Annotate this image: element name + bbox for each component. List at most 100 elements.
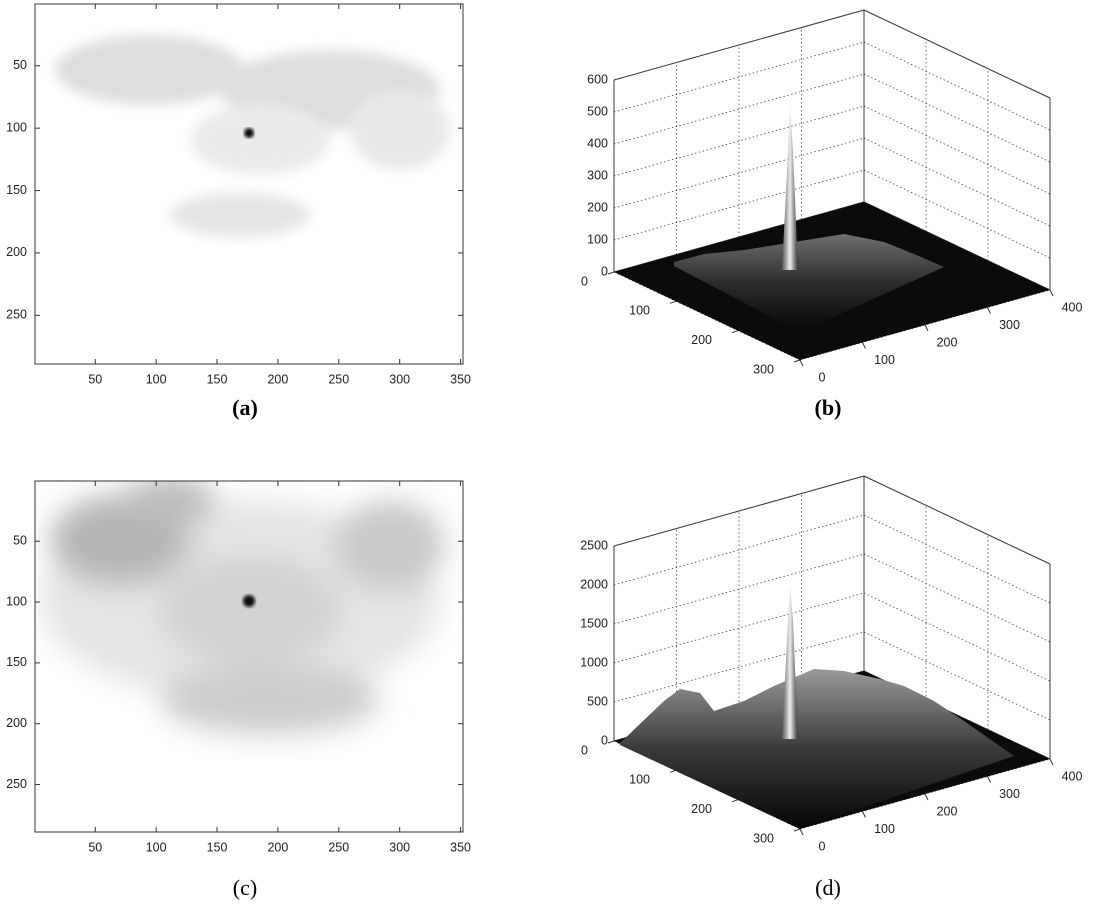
- grid-line: [863, 553, 1051, 643]
- x-tick-label: 200: [691, 333, 712, 347]
- y-tick: [799, 828, 804, 836]
- y-tick-label: 150: [6, 183, 27, 197]
- grid-line: [863, 41, 1051, 131]
- y-tick-label: 100: [874, 353, 895, 367]
- grid-line: [613, 475, 865, 547]
- surface: [674, 234, 944, 332]
- x-tick-label: 350: [450, 840, 471, 854]
- x-tick: [607, 271, 615, 275]
- y-tick: [987, 776, 991, 783]
- grid-line: [613, 73, 865, 145]
- grid-line: [613, 514, 865, 586]
- grid-line: [799, 758, 1051, 830]
- x-tick-label: 150: [207, 372, 228, 386]
- y-tick: [1049, 758, 1054, 766]
- x-tick-label: 300: [389, 840, 410, 854]
- image-content: [40, 481, 445, 735]
- surface: [782, 586, 798, 739]
- z-tick-label: 300: [587, 168, 608, 182]
- surface: [620, 669, 1014, 829]
- grid-line: [613, 9, 865, 81]
- grid-line: [863, 137, 1051, 227]
- x-tick-label: 50: [88, 372, 102, 386]
- caption: (c): [233, 875, 257, 900]
- plot-frame: [34, 3, 464, 365]
- y-tick: [924, 324, 929, 332]
- x-tick-label: 150: [207, 840, 228, 854]
- y-tick-label: 150: [6, 655, 27, 669]
- x-tick-label: 300: [753, 362, 774, 376]
- y-tick: [1049, 289, 1054, 297]
- y-tick: [862, 811, 866, 818]
- z-tick-label: 2000: [580, 577, 608, 591]
- grid-line: [863, 73, 1051, 163]
- x-tick-label: 300: [389, 372, 410, 386]
- x-tick-label: 350: [450, 372, 471, 386]
- grid-line: [613, 592, 865, 664]
- z-tick-label: 100: [587, 232, 608, 246]
- z-tick-label: 400: [587, 136, 608, 150]
- grid-line: [613, 137, 865, 209]
- z-tick-label: 200: [587, 200, 608, 214]
- y-tick-label: 400: [1062, 769, 1083, 783]
- x-tick-label: 300: [753, 831, 774, 845]
- y-tick-label: 100: [6, 120, 27, 134]
- x-tick-label: 0: [581, 274, 588, 288]
- z-tick-label: 0: [601, 264, 608, 278]
- z-tick-label: 500: [587, 104, 608, 118]
- grid-line: [613, 41, 865, 113]
- grid-line: [863, 592, 1051, 682]
- x-tick-label: 200: [267, 840, 288, 854]
- y-tick-label: 200: [937, 335, 958, 349]
- x-tick-label: 250: [328, 840, 349, 854]
- z-tick-label: 0: [601, 733, 608, 747]
- image-content: [55, 35, 450, 237]
- y-tick-label: 50: [13, 58, 27, 72]
- y-tick-label: 250: [6, 777, 27, 791]
- caption: (d): [815, 875, 841, 900]
- y-tick-label: 100: [874, 822, 895, 836]
- x-tick-label: 0: [581, 743, 588, 757]
- surface: [782, 105, 798, 270]
- x-tick-label: 250: [328, 372, 349, 386]
- x-tick: [731, 799, 739, 803]
- y-tick-label: 300: [999, 787, 1020, 801]
- x-tick: [607, 740, 615, 744]
- plot-frame: [34, 480, 464, 833]
- y-tick-label: 400: [1062, 300, 1083, 314]
- y-tick: [862, 342, 866, 349]
- caption: (a): [232, 395, 258, 420]
- x-tick-label: 200: [267, 372, 288, 386]
- y-tick: [987, 307, 991, 314]
- y-tick-label: 50: [13, 534, 27, 548]
- grid-line: [613, 553, 865, 625]
- y-tick-label: 0: [819, 839, 826, 853]
- x-tick: [793, 828, 801, 832]
- x-tick-label: 200: [691, 802, 712, 816]
- y-tick-label: 250: [6, 308, 27, 322]
- y-tick-label: 200: [6, 245, 27, 259]
- y-tick-label: 200: [6, 716, 27, 730]
- box-edge: [863, 475, 1051, 565]
- y-tick: [799, 359, 804, 367]
- y-tick-label: 200: [937, 804, 958, 818]
- grid-line: [863, 514, 1051, 604]
- z-tick-label: 2500: [580, 538, 608, 552]
- x-tick: [793, 359, 801, 363]
- y-tick-label: 100: [6, 594, 27, 608]
- z-tick-label: 1000: [580, 655, 608, 669]
- x-tick: [669, 300, 677, 304]
- caption: (b): [815, 395, 842, 420]
- x-tick-label: 100: [629, 773, 650, 787]
- y-tick-label: 0: [819, 370, 826, 384]
- box-edge: [863, 9, 1051, 99]
- grid-line: [613, 631, 865, 703]
- grid-line: [863, 105, 1051, 195]
- x-tick-label: 100: [146, 840, 167, 854]
- x-tick-label: 100: [146, 372, 167, 386]
- z-tick-label: 500: [587, 694, 608, 708]
- z-tick-label: 600: [587, 72, 608, 86]
- x-tick-label: 100: [629, 304, 650, 318]
- x-tick-label: 50: [88, 840, 102, 854]
